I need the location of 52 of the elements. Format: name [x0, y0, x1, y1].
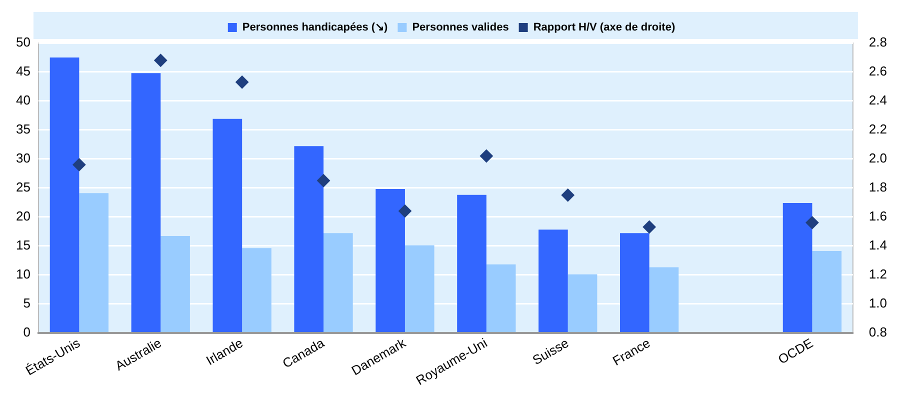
legend-label: Rapport H/V (axe de droite): [533, 22, 676, 34]
y-tick-label: 50: [16, 34, 30, 50]
bar: [50, 57, 80, 332]
legend-label: Personnes valides: [412, 22, 509, 34]
bar: [568, 274, 598, 332]
bar: [486, 264, 516, 332]
y2-tick-label: 2.0: [868, 150, 888, 166]
y2-tick-label: 1.2: [868, 266, 888, 282]
point: [642, 220, 656, 234]
bar: [404, 245, 434, 332]
y2-tick-label: 0.8: [868, 324, 888, 340]
bar: [160, 236, 190, 332]
y2-tick-label: 1.4: [868, 237, 888, 252]
bar: [620, 233, 650, 332]
y-tick-label: 45: [16, 64, 30, 79]
y-tick-label: 20: [16, 208, 30, 224]
point: [480, 150, 493, 163]
y-tick-label: 10: [16, 266, 30, 282]
y-tick-label: 35: [16, 122, 30, 137]
y-tick-label: 5: [23, 295, 30, 310]
y2-tick-label: 2.4: [868, 92, 888, 108]
point: [236, 76, 249, 89]
bar: [812, 251, 842, 332]
point: [398, 204, 412, 218]
point: [154, 54, 168, 67]
y2-tick-label: 2.2: [868, 122, 888, 137]
bar: [212, 118, 242, 332]
legend-label: Personnes handicapées (↘): [242, 22, 388, 34]
bar: [649, 267, 679, 332]
point: [72, 158, 86, 172]
y-tick-label: 30: [16, 150, 30, 166]
point: [317, 174, 330, 188]
bar: [324, 233, 353, 332]
bar: [538, 230, 568, 332]
y2-tick-label: 2.6: [868, 64, 888, 79]
bar: [294, 146, 324, 332]
y-tick-label: 15: [16, 237, 30, 252]
y2-tick-label: 1.8: [868, 179, 888, 194]
point: [561, 188, 574, 202]
bar: [782, 202, 812, 332]
y-tick-label: 25: [16, 179, 30, 194]
y2-tick-label: 2.8: [868, 34, 888, 50]
y-tick-label: 0: [23, 324, 30, 340]
bar: [376, 189, 405, 332]
y2-tick-label: 1.0: [868, 295, 888, 310]
bar: [131, 73, 161, 332]
bar: [79, 193, 109, 332]
bar: [457, 194, 486, 332]
y-tick-label: 40: [16, 92, 30, 108]
bar: [242, 248, 272, 332]
point: [806, 216, 819, 230]
y2-tick-label: 1.6: [868, 208, 888, 224]
